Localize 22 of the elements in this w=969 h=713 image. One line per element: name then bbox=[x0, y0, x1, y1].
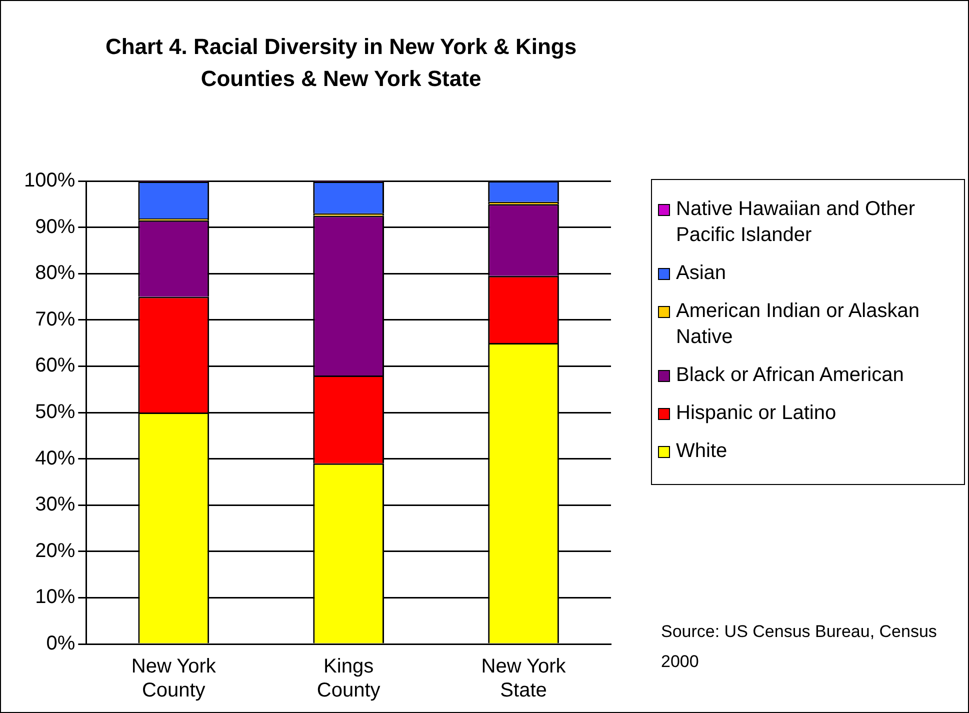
x-tick-label: Kings County bbox=[316, 656, 380, 702]
y-tick-label: 90% bbox=[35, 216, 76, 238]
legend-label: Asian bbox=[676, 261, 726, 286]
y-tick-label: 30% bbox=[35, 494, 76, 516]
y-tick-label: 100% bbox=[24, 170, 76, 192]
y-tick-label: 20% bbox=[35, 540, 76, 562]
chart-title: Chart 4. Racial Diversity in New York & Kings Counties & New York State bbox=[104, 33, 578, 93]
y-tick-label: 70% bbox=[35, 308, 76, 330]
y-tick-label: 10% bbox=[35, 586, 76, 608]
y-tick-label: 40% bbox=[35, 447, 76, 470]
x-tick-label: New York County bbox=[131, 656, 217, 702]
source-note: Source: US Census Bureau, Census 2000 bbox=[661, 621, 938, 673]
y-tick-label: 80% bbox=[35, 262, 76, 284]
legend-label: Black or African American bbox=[676, 363, 904, 388]
x-tick-label: New York State bbox=[481, 656, 567, 702]
legend-label: American Indian or Alaskan Native bbox=[676, 299, 920, 350]
legend-label: White bbox=[676, 439, 728, 464]
y-tick-label: 50% bbox=[35, 401, 76, 424]
y-tick-label: 60% bbox=[35, 354, 76, 377]
legend-label: Native Hawaiian and Other Pacific Islander bbox=[676, 197, 916, 248]
y-tick-label: 0% bbox=[46, 632, 76, 655]
legend-label: Hispanic or Latino bbox=[676, 401, 836, 426]
